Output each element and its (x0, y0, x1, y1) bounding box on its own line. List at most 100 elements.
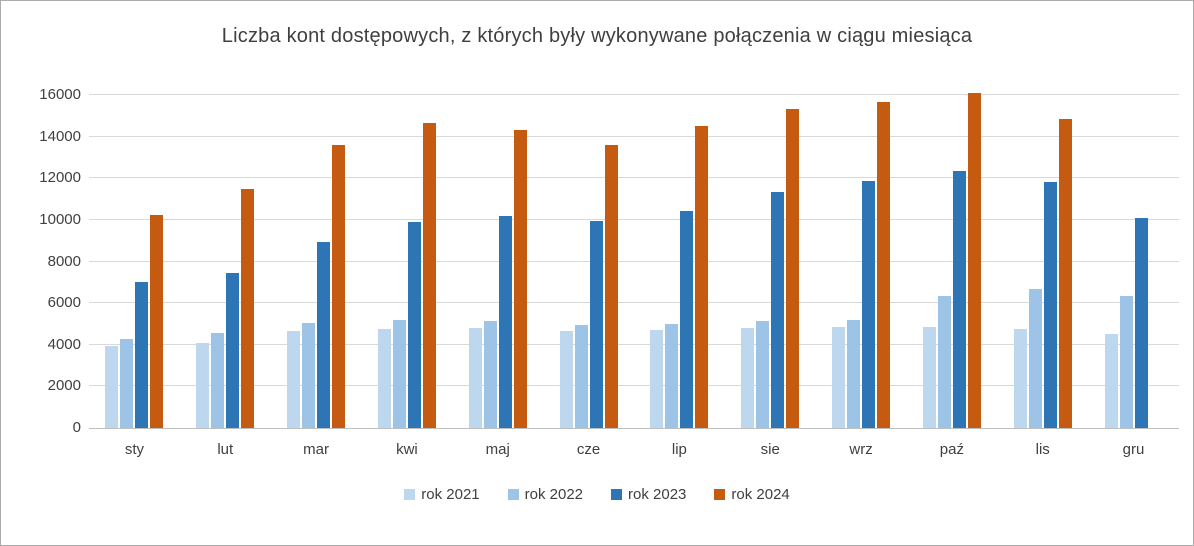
bar (211, 333, 225, 428)
bar (1013, 329, 1027, 428)
legend-label: rok 2024 (731, 486, 790, 503)
gridline (89, 135, 1179, 137)
gridline (89, 260, 1179, 262)
bar-group (452, 96, 543, 428)
gridline (89, 218, 1179, 220)
x-axis-label: sie (760, 441, 780, 458)
bar (862, 181, 876, 428)
bar (650, 330, 664, 428)
bar (786, 108, 800, 428)
bar (226, 272, 240, 428)
gridline (89, 302, 1179, 304)
bar-groups (89, 92, 1179, 428)
bar (1134, 217, 1148, 428)
bar (483, 320, 497, 428)
bar (695, 126, 709, 428)
bar (120, 338, 134, 428)
bar-group (725, 96, 816, 428)
bar (105, 345, 119, 428)
bar (302, 322, 316, 428)
bar (559, 331, 573, 428)
legend-swatch (611, 489, 622, 500)
chart: 0 2000 4000 6000 8000 10000 12000 14000 16000 (1, 86, 1193, 436)
bar (604, 144, 618, 428)
bar (756, 320, 770, 428)
x-axis: sty lut mar kwi maj cze lip sie wrz paź lis gru (89, 441, 1179, 458)
bar-group (180, 96, 271, 428)
y-axis-label: 2000 (47, 377, 81, 395)
bar (1104, 334, 1118, 428)
legend-swatch (507, 489, 519, 500)
bar-group (634, 96, 725, 428)
bar (1119, 295, 1133, 428)
y-axis-label: 0 (72, 419, 81, 436)
bar-group (816, 96, 907, 428)
bar (847, 319, 861, 428)
bar (422, 123, 436, 428)
x-axis-label: lip (671, 441, 687, 458)
y-axis-label: 4000 (47, 335, 81, 353)
bar (832, 327, 846, 428)
bar (332, 144, 346, 428)
bar (287, 331, 301, 428)
x-axis-label: paź (939, 441, 964, 458)
x-axis-label: mar (303, 441, 329, 458)
bar (1058, 118, 1072, 428)
x-axis-label: lut (217, 441, 234, 458)
legend-swatch (714, 489, 726, 500)
bar (589, 220, 603, 428)
gridline (89, 343, 1179, 345)
bar (150, 214, 164, 428)
bar (665, 323, 679, 428)
bar (877, 102, 891, 428)
y-axis: 0 2000 4000 6000 8000 10000 12000 14000 16000 (1, 86, 85, 436)
bar-group (543, 96, 634, 428)
legend-label: rok 2023 (628, 486, 687, 503)
x-axis-label: sty (124, 441, 144, 458)
bar (952, 170, 966, 428)
x-axis-label: kwi (396, 441, 418, 458)
y-axis-label: 12000 (39, 169, 81, 187)
bar (1043, 182, 1057, 428)
bar (241, 188, 255, 428)
legend-label: rok 2022 (524, 486, 583, 503)
bar (1028, 288, 1042, 428)
x-axis-label: lis (1035, 441, 1050, 458)
bar (937, 295, 951, 428)
bar-group (271, 96, 362, 428)
legend-item: rok 2023 (611, 486, 686, 503)
bar (680, 210, 694, 428)
bar (377, 329, 391, 428)
bar (468, 328, 482, 428)
x-axis-label: cze (576, 441, 601, 458)
bar-group (89, 96, 180, 428)
y-axis-label: 10000 (39, 210, 81, 228)
plot-area (89, 92, 1179, 429)
bar (317, 241, 331, 428)
bar-group (997, 96, 1088, 428)
x-axis-label: maj (485, 441, 510, 458)
bar (498, 215, 512, 428)
x-axis-label: gru (1122, 441, 1145, 458)
bar (967, 92, 981, 428)
bar-group (361, 96, 452, 428)
bar (513, 130, 527, 428)
legend-item: rok 2024 (714, 486, 790, 503)
legend-item: rok 2022 (507, 486, 583, 503)
gridline (89, 385, 1179, 387)
y-axis-label: 6000 (47, 294, 81, 312)
legend: rok 2021 rok 2022 rok 2023 rok 2024 (1, 486, 1193, 503)
bar (407, 221, 421, 428)
legend-item: rok 2021 (404, 486, 480, 503)
bar (392, 319, 406, 428)
bar (922, 327, 936, 428)
bar (741, 328, 755, 428)
gridline (89, 94, 1179, 95)
y-axis-label: 16000 (39, 86, 81, 103)
y-axis-label: 14000 (39, 127, 81, 145)
bar-group (1088, 96, 1179, 428)
gridline (89, 177, 1179, 179)
legend-label: rok 2021 (421, 486, 480, 503)
bar (135, 282, 149, 428)
x-axis-label: wrz (849, 441, 873, 458)
